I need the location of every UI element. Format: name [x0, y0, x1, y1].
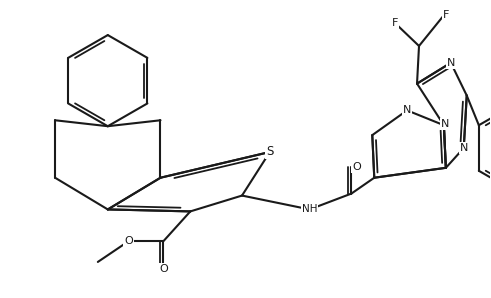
Text: N: N [403, 105, 411, 115]
Text: O: O [159, 264, 168, 274]
Text: F: F [392, 18, 398, 28]
Text: O: O [352, 162, 361, 172]
Text: S: S [266, 145, 273, 159]
Text: O: O [124, 236, 133, 246]
Text: NH: NH [302, 204, 317, 215]
Text: N: N [447, 58, 455, 68]
Text: N: N [441, 119, 449, 129]
Text: N: N [460, 143, 468, 153]
Text: F: F [443, 10, 449, 20]
